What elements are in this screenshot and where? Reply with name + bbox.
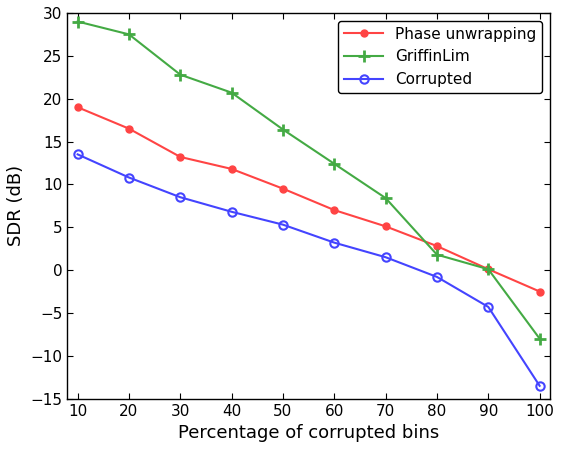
Corrupted [382, 255, 389, 260]
GriffinLim [433, 252, 440, 257]
Y-axis label: SDR (dB): SDR (dB) [7, 165, 25, 247]
Phase unwrapping [279, 186, 286, 191]
GriffinLim [382, 195, 389, 201]
Corrupted [485, 304, 492, 310]
Phase unwrapping [485, 267, 492, 272]
Corrupted [433, 274, 440, 280]
Line: GriffinLim: GriffinLim [72, 16, 545, 344]
GriffinLim [536, 336, 543, 341]
Phase unwrapping [228, 166, 235, 172]
GriffinLim [485, 267, 492, 272]
Phase unwrapping [433, 243, 440, 249]
Phase unwrapping [74, 105, 81, 110]
Line: Phase unwrapping: Phase unwrapping [74, 104, 543, 295]
GriffinLim [125, 32, 132, 37]
Legend: Phase unwrapping, GriffinLim, Corrupted: Phase unwrapping, GriffinLim, Corrupted [338, 21, 542, 93]
GriffinLim [331, 161, 338, 167]
Corrupted [331, 240, 338, 245]
Phase unwrapping [125, 126, 132, 132]
Corrupted [74, 152, 81, 157]
GriffinLim [177, 72, 184, 77]
GriffinLim [228, 90, 235, 95]
Corrupted [228, 209, 235, 215]
Phase unwrapping [331, 207, 338, 213]
Corrupted [177, 194, 184, 200]
GriffinLim [279, 127, 286, 132]
GriffinLim [74, 19, 81, 24]
Corrupted [536, 383, 543, 388]
Phase unwrapping [177, 154, 184, 160]
Phase unwrapping [382, 224, 389, 229]
Corrupted [125, 175, 132, 180]
Corrupted [279, 222, 286, 227]
Phase unwrapping [536, 289, 543, 294]
X-axis label: Percentage of corrupted bins: Percentage of corrupted bins [178, 424, 439, 442]
Line: Corrupted: Corrupted [74, 150, 544, 390]
